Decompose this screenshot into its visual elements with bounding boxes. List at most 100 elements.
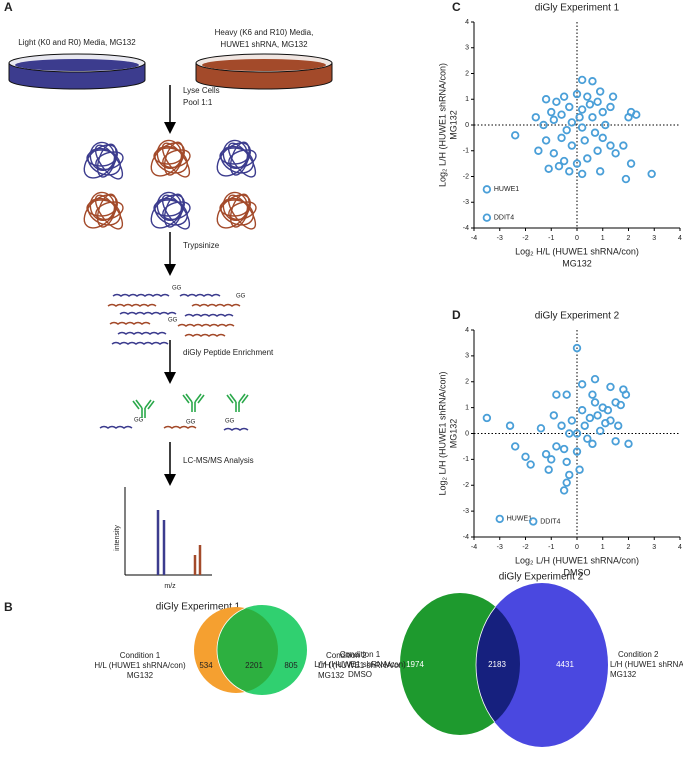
venn-label: L/H (HUWE1 shRNA/con) — [610, 660, 683, 669]
annotated-point — [482, 185, 492, 194]
venn-count: 2183 — [488, 660, 506, 669]
point — [624, 113, 633, 122]
venn-title: diGly Experiment 1 — [156, 602, 241, 613]
point — [505, 421, 515, 430]
venn-count: 805 — [284, 661, 298, 670]
point — [544, 465, 553, 474]
point — [554, 161, 564, 171]
point — [608, 92, 618, 101]
x-tick-label: 4 — [678, 235, 682, 242]
x-tick-label: -4 — [471, 235, 477, 242]
y-tick-label: 2 — [465, 379, 469, 386]
step-label: Pool 1:1 — [183, 98, 213, 107]
panel-label: C — [452, 0, 461, 14]
point — [482, 413, 492, 423]
point — [567, 141, 577, 150]
point — [577, 406, 587, 415]
point — [559, 444, 569, 454]
point — [557, 110, 566, 119]
protein-tangle — [150, 142, 185, 177]
point — [616, 400, 625, 410]
y-tick-label: 1 — [465, 404, 469, 411]
venn-label: Condition 2 — [618, 650, 659, 659]
point — [585, 100, 595, 109]
point — [603, 406, 613, 415]
heavy-dish — [195, 53, 333, 90]
y-tick-label: -2 — [463, 173, 469, 180]
peptide — [111, 341, 169, 345]
point — [611, 149, 620, 158]
point — [590, 128, 600, 137]
protein-tangle — [162, 201, 191, 221]
point — [521, 452, 530, 461]
shape — [202, 59, 326, 71]
protein-tangle — [89, 141, 116, 172]
venn-count: 4431 — [556, 660, 574, 669]
point-annotation: DDIT4 — [494, 215, 514, 222]
panel-label: D — [452, 308, 461, 322]
point — [577, 380, 587, 389]
protein-tangle — [216, 142, 251, 177]
point — [562, 478, 571, 487]
point — [559, 92, 569, 101]
x-tick-label: 2 — [627, 235, 631, 242]
point — [611, 437, 620, 446]
step-label: diGly Peptide Enrichment — [183, 348, 274, 357]
protein-tangle — [228, 149, 257, 169]
venn-overlap — [216, 607, 278, 693]
point — [647, 169, 656, 179]
point — [572, 89, 582, 99]
panel-label: A — [4, 0, 13, 14]
peptide-tag: GG — [134, 418, 144, 424]
point — [614, 421, 623, 430]
point — [595, 167, 605, 176]
antibody-arm — [197, 394, 205, 404]
point — [583, 154, 592, 163]
point — [626, 159, 636, 168]
venn-label: MG132 — [127, 671, 154, 680]
y-tick-label: 2 — [465, 70, 469, 77]
point — [590, 398, 600, 407]
point — [511, 442, 520, 451]
point — [544, 164, 553, 173]
annotated-point — [495, 514, 504, 524]
x-tick-label: -1 — [548, 544, 554, 551]
peptide — [163, 425, 197, 429]
peptide — [107, 303, 157, 307]
x-axis-label: DMSO — [564, 567, 591, 577]
point — [621, 174, 631, 184]
venn-title: diGly Experiment 2 — [499, 572, 584, 583]
shape — [15, 59, 139, 71]
point — [541, 95, 551, 104]
x-axis-label: Log₂ L/H (HUWE1 shRNA/con) — [515, 555, 639, 565]
protein-tangle — [150, 194, 185, 229]
y-tick-label: -3 — [463, 199, 469, 206]
antibody-arm — [226, 394, 234, 404]
point — [583, 92, 592, 101]
point — [549, 115, 559, 125]
peptide — [112, 293, 170, 297]
point — [562, 390, 571, 399]
y-tick-label: 3 — [465, 353, 469, 360]
point — [624, 439, 633, 449]
antibody-arm — [147, 400, 155, 410]
venn-label: H/L (HUWE1 shRNA/con) — [94, 661, 186, 670]
point — [595, 426, 605, 436]
point — [559, 156, 569, 166]
antibody-arm — [182, 394, 190, 404]
antibody-arm — [132, 400, 140, 410]
point — [593, 146, 602, 155]
x-tick-label: 3 — [652, 544, 656, 551]
peptide — [109, 321, 151, 325]
point — [590, 374, 600, 384]
protein-tangle — [83, 194, 118, 229]
point — [572, 447, 582, 456]
point — [619, 385, 628, 394]
protein-tangle — [89, 191, 116, 222]
point — [531, 113, 540, 122]
point — [539, 120, 548, 130]
point — [567, 416, 577, 425]
venn-label: L/H (HUWE1 shRNA/con) — [314, 660, 406, 669]
antibody — [182, 393, 205, 412]
point — [632, 110, 641, 119]
